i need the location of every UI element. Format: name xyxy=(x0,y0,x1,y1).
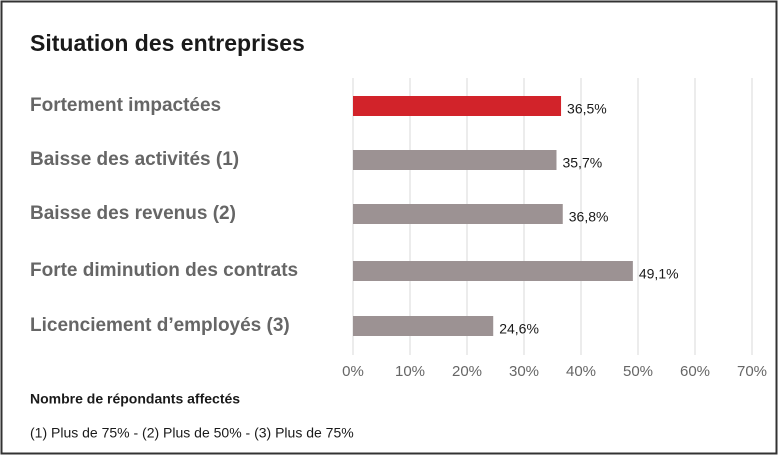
x-tick-label: 50% xyxy=(623,363,653,380)
x-tick-label: 60% xyxy=(680,363,710,380)
bar xyxy=(353,204,563,224)
x-tick-label: 10% xyxy=(395,363,425,380)
x-tick-label: 20% xyxy=(452,363,482,380)
bar xyxy=(353,261,633,281)
value-label: 36,5% xyxy=(567,101,607,117)
category-label: Forte diminution des contrats xyxy=(30,260,298,281)
x-tick-label: 0% xyxy=(342,363,364,380)
bar xyxy=(353,96,562,116)
category-label: Baisse des activités (1) xyxy=(30,149,239,170)
x-tick-label: 70% xyxy=(737,363,767,380)
value-label: 24,6% xyxy=(499,321,539,337)
category-label: Baisse des revenus (2) xyxy=(30,203,236,224)
x-tick-label: 30% xyxy=(509,363,539,380)
value-label: 49,1% xyxy=(639,266,679,282)
bar xyxy=(353,150,557,170)
chart-title: Situation des entreprises xyxy=(30,30,305,56)
category-label: Fortement impactées xyxy=(30,95,221,116)
category-label: Licenciement d’employés (3) xyxy=(30,315,290,336)
footnote: (1) Plus de 75% - (2) Plus de 50% - (3) … xyxy=(30,425,354,441)
value-label: 35,7% xyxy=(562,155,602,171)
x-tick-label: 40% xyxy=(566,363,596,380)
value-label: 36,8% xyxy=(569,209,609,225)
bar xyxy=(353,316,494,336)
footnote-title: Nombre de répondants affectés xyxy=(30,391,240,407)
